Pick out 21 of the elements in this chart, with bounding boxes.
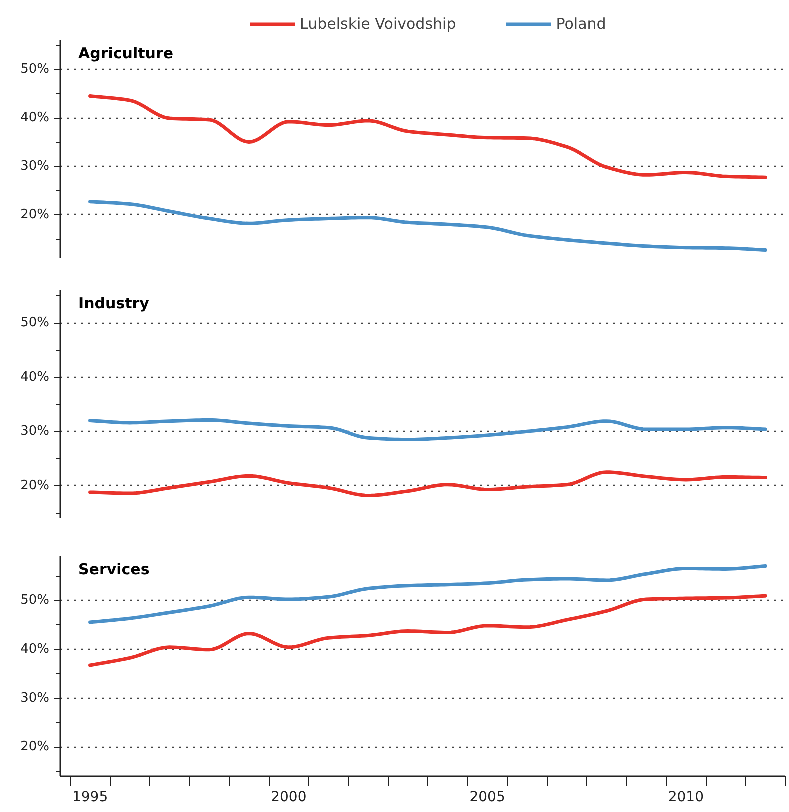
chart-title: Services [78,560,150,578]
chart-title: Agriculture [78,44,174,62]
x-tick-label: 2000 [271,790,307,806]
y-tick-label: 30% [20,158,50,174]
y-tick-label: 50% [20,593,50,608]
y-tick-label: 20% [20,740,50,755]
x-tick-label: 2005 [470,790,506,806]
y-tick-label: 50% [20,316,50,331]
x-tick-label: 2010 [668,790,704,806]
x-tick-label: 1995 [72,790,108,806]
y-tick-label: 40% [20,370,50,385]
y-tick-label: 50% [20,62,50,78]
y-tick-label: 40% [20,110,50,126]
y-tick-label: 20% [20,207,50,222]
y-tick-label: 30% [20,424,50,440]
y-tick-label: 30% [20,690,50,706]
chart-title: Industry [78,294,150,312]
y-tick-label: 20% [20,478,50,494]
legend-label: Poland [556,15,606,33]
legend-label: Lubelskie Voivodship [300,15,456,33]
y-tick-label: 40% [20,642,50,657]
